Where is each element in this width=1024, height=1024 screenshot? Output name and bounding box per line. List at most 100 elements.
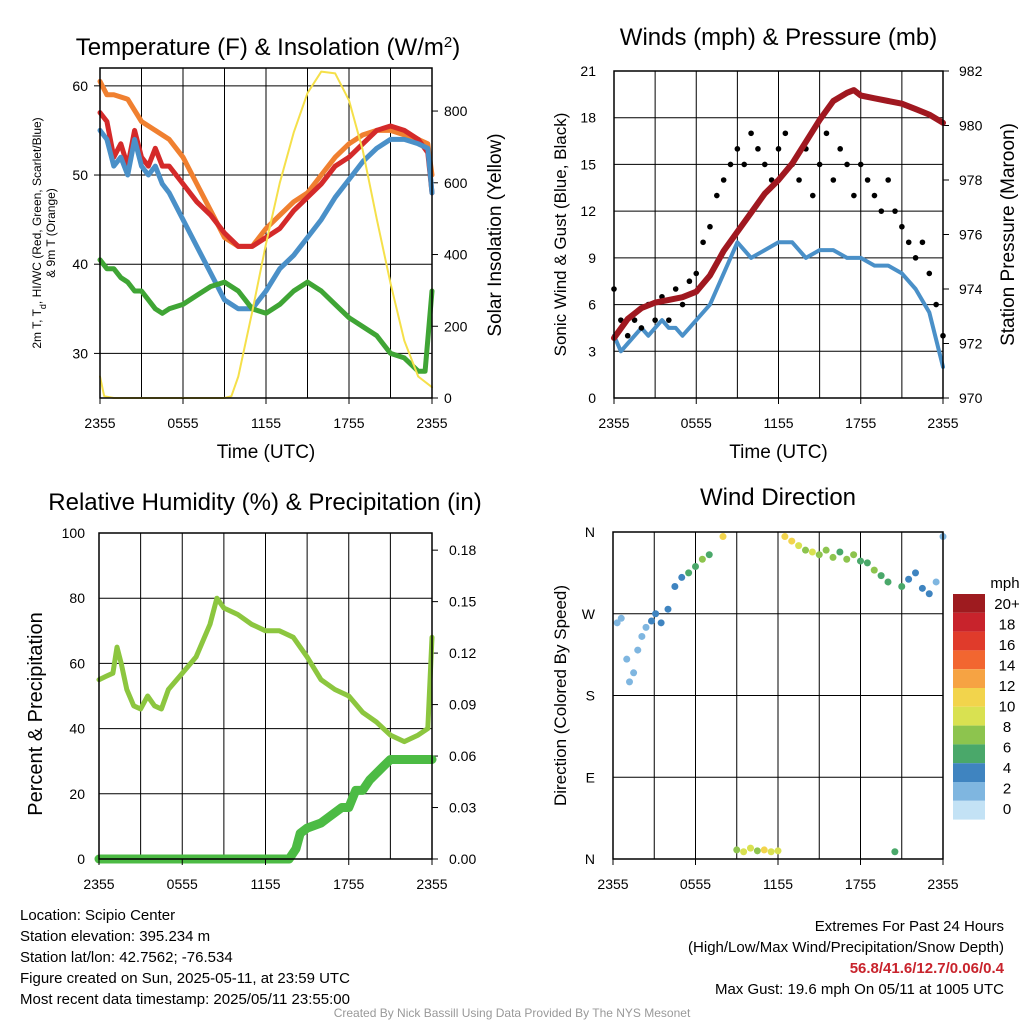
temp-ytick-label: 30 — [72, 345, 88, 361]
winds-ytick-label: 9 — [588, 250, 596, 266]
rh-xtick-label: 2355 — [416, 876, 447, 892]
wind-direction-point — [918, 584, 926, 592]
gust-point — [679, 301, 686, 308]
gust-point — [919, 239, 926, 246]
temp-ytick-label: 50 — [72, 167, 88, 183]
gust-point — [782, 130, 789, 137]
gust-point — [851, 192, 857, 199]
speed-legend-swatch — [953, 612, 985, 632]
winds-ylabel-right: Station Pressure (Maroon) — [998, 123, 1019, 346]
wind-direction-point — [829, 553, 837, 561]
gust-point — [912, 255, 919, 261]
winds-ytick-label: 15 — [580, 156, 596, 172]
winds-xtick-label: 2355 — [927, 415, 958, 431]
wind-direction-point — [671, 583, 679, 590]
winds-ytick-right-label: 980 — [959, 118, 983, 134]
wind-direction-point — [685, 569, 693, 577]
gust-point — [844, 161, 850, 168]
extremes-description: (High/Low/Max Wind/Precipitation/Snow De… — [688, 939, 1004, 956]
speed-legend-swatch — [953, 669, 985, 688]
recent-text: Most recent data timestamp: 2025/05/11 2… — [20, 991, 350, 1008]
gust-point — [933, 301, 939, 308]
dir-xtick-label: 1155 — [763, 876, 793, 892]
rh-ytick-right-label: 0.03 — [449, 800, 476, 816]
extremes-info: Extremes For Past 24 Hours (High/Low/Max… — [688, 916, 1004, 1000]
speed-legend-label: 0 — [1003, 801, 1011, 818]
wind-direction-point — [815, 551, 823, 559]
wind-direction-point — [698, 555, 706, 563]
wind-direction-point — [898, 583, 906, 590]
wind-direction-point — [905, 575, 913, 583]
elevation-text: Station elevation: 395.234 m — [20, 928, 211, 945]
gust-point — [892, 208, 898, 214]
gust-point — [871, 192, 878, 199]
created-text: Figure created on Sun, 2025-05-11, at 23… — [20, 970, 350, 987]
speed-legend-label: 4 — [1003, 760, 1011, 777]
wind-direction-point — [877, 572, 885, 580]
gust-point — [720, 177, 727, 183]
wind-direction-point — [678, 573, 686, 581]
rh-ylabel-left: Percent & Precipitation — [25, 612, 47, 815]
speed-legend-swatch — [953, 725, 985, 745]
speed-legend-label: 6 — [1003, 740, 1011, 757]
speed-legend-title: mph — [990, 575, 1019, 592]
winds-ytick-label: 21 — [580, 63, 596, 79]
rh-ytick-label: 80 — [69, 590, 85, 606]
gust-point — [885, 177, 891, 183]
wind-direction-point — [857, 557, 864, 565]
wind-direction-point — [836, 548, 844, 556]
temp-ytick-right-label: 800 — [444, 103, 468, 119]
speed-legend-label: 16 — [999, 637, 1016, 654]
winds-ytick-right-label: 974 — [959, 281, 983, 297]
winds-ytick-right-label: 978 — [959, 172, 983, 188]
temp-ytick-label: 60 — [72, 78, 88, 94]
speed-legend-label: 14 — [999, 658, 1016, 675]
wind-direction-point — [642, 623, 650, 631]
gust-point — [652, 317, 658, 323]
wind-direction-point — [617, 614, 625, 622]
temp-xtick-label: 2355 — [416, 415, 447, 431]
rh-ytick-right-label: 0.09 — [449, 697, 476, 713]
gust-point — [755, 146, 761, 152]
gust-point — [837, 146, 843, 152]
wind-direction-point — [822, 546, 830, 554]
wind-direction-point — [634, 646, 642, 654]
temp-series-red — [97, 110, 435, 249]
wind-direction-point — [891, 848, 899, 856]
temp-series-green — [97, 257, 435, 374]
gust-point — [714, 192, 720, 199]
winds-series-blue — [612, 240, 945, 369]
rh-ytick-right-label: 0.00 — [449, 851, 476, 867]
wind-direction-point — [638, 632, 646, 640]
rh-xtick-label: 1155 — [250, 876, 280, 892]
wind-direction-point — [870, 566, 878, 574]
rh-series-precip_green — [94, 755, 437, 864]
speed-legend-swatch — [953, 688, 985, 707]
winds-ytick-label: 0 — [588, 390, 596, 406]
speed-legend-label: 8 — [1003, 719, 1011, 736]
max-gust-text: Max Gust: 19.6 mph On 05/11 at 1005 UTC — [714, 981, 1004, 998]
dir-chart-title: Wind Direction — [700, 484, 856, 511]
dir-xtick-label: 2355 — [927, 876, 958, 892]
dir-ytick-label: N — [585, 524, 595, 540]
gust-point — [734, 146, 741, 152]
wind-direction-point — [613, 619, 621, 627]
speed-legend-label: 2 — [1003, 781, 1011, 798]
rh-chart-title: Relative Humidity (%) & Precipitation (i… — [48, 489, 481, 516]
wind-direction-point — [863, 559, 871, 567]
gust-point — [761, 161, 768, 168]
temp-ytick-right-label: 0 — [444, 390, 452, 406]
station-info: Location: Scipio Center Station elevatio… — [20, 905, 350, 1010]
wind-direction-point — [767, 848, 775, 856]
rh-ytick-label: 100 — [62, 525, 86, 541]
wind-direction-point — [648, 617, 655, 625]
gust-point — [899, 223, 905, 230]
dir-xtick-label: 0555 — [680, 876, 711, 892]
winds-xtick-label: 1155 — [763, 415, 793, 431]
winds-ytick-label: 3 — [588, 343, 596, 359]
gust-point — [823, 130, 830, 137]
gust-point — [905, 239, 912, 246]
wind-direction-point — [843, 555, 851, 563]
gust-point — [686, 278, 693, 285]
